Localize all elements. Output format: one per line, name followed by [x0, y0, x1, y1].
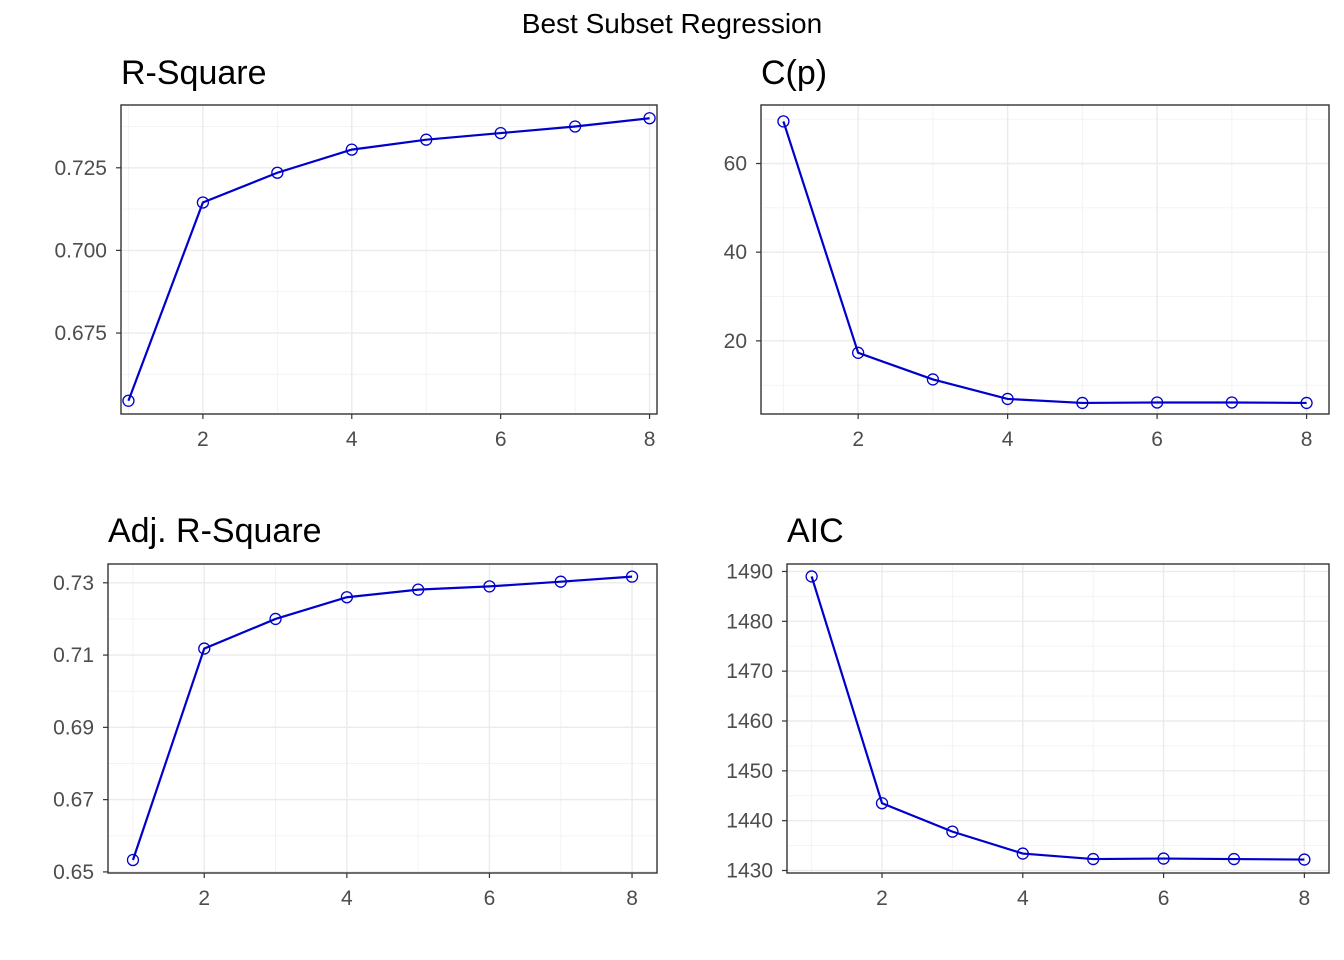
data-point: [271, 166, 284, 179]
y-tick-label: 0.700: [54, 239, 107, 262]
data-point: [494, 126, 507, 140]
data-point: [269, 612, 282, 626]
data-point: [1016, 847, 1029, 860]
series-line-r-square: [127, 117, 650, 402]
y-tick-label: 0.65: [53, 861, 94, 884]
y-tick-label: 1460: [726, 710, 773, 733]
data-point: [805, 570, 818, 583]
data-point: [568, 120, 582, 133]
data-point: [1300, 396, 1313, 410]
panel-cp: C(p) 2 4 6 8 20 40 60: [724, 54, 1330, 451]
data-point: [875, 797, 889, 810]
x-tick-label: 8: [626, 887, 638, 910]
y-tick-label: 0.675: [54, 322, 107, 345]
data-point: [1157, 852, 1170, 865]
data-point: [926, 373, 940, 386]
data-point: [852, 346, 865, 359]
series-line-aic: [810, 576, 1305, 861]
data-point: [777, 115, 790, 128]
x-tick-label: 4: [346, 428, 358, 451]
plot-frame-r-square: [120, 104, 658, 415]
x-tick-label: 2: [198, 887, 210, 910]
y-tick-label: 1440: [726, 810, 773, 833]
data-point: [1001, 392, 1014, 406]
plot-frame-cp: [760, 104, 1330, 415]
x-tick-label: 6: [1158, 887, 1170, 910]
plot-frame-aic: [786, 563, 1330, 874]
x-tick-label: 2: [197, 428, 209, 451]
x-tick-label: 8: [1299, 887, 1311, 910]
data-point: [345, 143, 358, 156]
y-tick-label: 60: [724, 153, 747, 176]
panel-title-r-square: R-Square: [121, 54, 267, 92]
panel-title-aic: AIC: [787, 512, 844, 550]
panel-aic: AIC 2 4 6 8 1430 1440 1450 1460 1470 1480 1490: [726, 512, 1330, 910]
data-point: [340, 591, 354, 604]
y-tick-label: 1430: [726, 860, 773, 883]
y-tick-label: 1450: [726, 760, 773, 783]
x-tick-label: 8: [644, 428, 656, 451]
y-tick-label: 0.71: [53, 644, 94, 667]
data-point: [1150, 396, 1164, 409]
x-tick-label: 2: [876, 887, 888, 910]
data-point: [1087, 852, 1100, 866]
series-line-adj-r-square: [131, 575, 633, 861]
y-tick-label: 1480: [726, 610, 773, 633]
y-tick-label: 0.69: [53, 716, 94, 739]
data-point: [198, 642, 211, 655]
y-tick-label: 0.725: [54, 157, 107, 180]
data-point: [411, 583, 425, 596]
panel-r-square: R-Square 2 4 6 8 0.675 0.700 0.725: [54, 54, 658, 451]
panel-title-cp: C(p): [761, 54, 827, 92]
y-tick-label: 0.73: [53, 572, 94, 595]
data-point: [1227, 852, 1241, 866]
series-line-cp: [782, 121, 1307, 405]
y-tick-label: 0.67: [53, 789, 94, 812]
x-tick-label: 6: [484, 887, 496, 910]
data-point: [483, 580, 496, 593]
y-tick-label: 1470: [726, 660, 773, 683]
figure-title: Best Subset Regression: [522, 8, 822, 39]
x-tick-label: 2: [852, 428, 864, 451]
data-point: [1225, 396, 1238, 409]
x-tick-label: 8: [1301, 428, 1313, 451]
x-tick-label: 6: [495, 428, 507, 451]
x-tick-label: 4: [1017, 887, 1029, 910]
x-tick-label: 6: [1151, 428, 1163, 451]
data-point: [196, 196, 210, 209]
data-point: [554, 575, 567, 588]
data-point: [122, 394, 135, 407]
data-point: [946, 825, 959, 838]
data-point: [126, 853, 140, 867]
x-tick-label: 4: [1002, 428, 1014, 451]
data-point: [625, 570, 639, 583]
y-tick-label: 40: [724, 241, 747, 264]
plot-frame-adj-r-square: [107, 563, 658, 874]
x-tick-label: 4: [341, 887, 353, 910]
data-point: [420, 133, 433, 146]
panel-title-adj-r-square: Adj. R-Square: [108, 512, 322, 550]
data-point: [1298, 853, 1311, 866]
panel-adj-r-square: Adj. R-Square 2 4 6 8 0.65 0.67 0.69 0.71 0.73: [53, 512, 658, 910]
y-tick-label: 1490: [726, 560, 773, 583]
data-point: [1076, 396, 1089, 410]
data-point: [643, 112, 656, 125]
y-tick-label: 20: [724, 330, 747, 353]
